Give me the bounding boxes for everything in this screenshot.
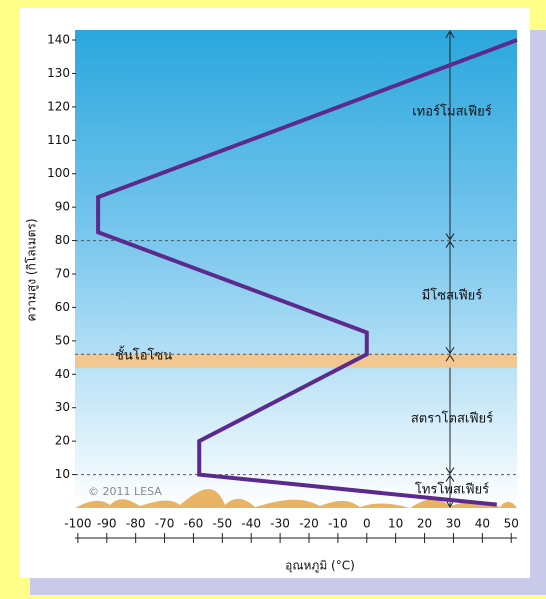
x-tick-label: -30 xyxy=(270,517,290,531)
x-tick-label: 40 xyxy=(475,517,490,531)
y-tick-label: 50 xyxy=(55,333,70,347)
chart: อุณหภูมิ (°C) ความสูง (กิโลเมตร) ชั้นโอโ… xyxy=(0,0,546,595)
x-tick-label: 20 xyxy=(417,517,432,531)
page: อุณหภูมิ (°C) ความสูง (กิโลเมตร) ชั้นโอโ… xyxy=(0,0,546,595)
x-tick-label: -80 xyxy=(126,517,146,531)
credit: © 2011 LESA xyxy=(88,485,162,498)
x-tick-label: -60 xyxy=(184,517,204,531)
x-tick-label: -40 xyxy=(241,517,261,531)
x-tick-label: -70 xyxy=(155,517,175,531)
y-tick-label: 70 xyxy=(55,267,70,281)
x-tick-label: -50 xyxy=(213,517,233,531)
y-tick-label: 120 xyxy=(47,99,70,113)
y-tick-label: 80 xyxy=(55,233,70,247)
x-tick-label: 30 xyxy=(446,517,461,531)
y-tick-label: 130 xyxy=(47,66,70,80)
y-tick-label: 40 xyxy=(55,367,70,381)
y-tick-label: 90 xyxy=(55,200,70,214)
x-tick-label: 50 xyxy=(504,517,519,531)
plot-background xyxy=(75,30,517,508)
y-tick-label: 10 xyxy=(55,467,70,481)
y-tick-label: 20 xyxy=(55,434,70,448)
y-tick-label: 140 xyxy=(47,33,70,47)
layer-label: สตราโตสเฟียร์ xyxy=(411,411,493,427)
x-tick-label: -20 xyxy=(299,517,319,531)
layer-label: มีโซสเฟียร์ xyxy=(422,288,483,304)
y-tick-label: 60 xyxy=(55,300,70,314)
x-tick-label: -10 xyxy=(328,517,348,531)
y-tick-label: 100 xyxy=(47,166,70,180)
x-tick-label: -90 xyxy=(97,517,117,531)
x-tick-label: -100 xyxy=(64,517,91,531)
layer-label: เทอร์โมสเฟียร์ xyxy=(412,104,492,120)
x-tick-label: 0 xyxy=(363,517,371,531)
y-axis-title: ความสูง (กิโลเมตร) xyxy=(25,218,40,321)
x-axis-title: อุณหภูมิ (°C) xyxy=(285,559,355,574)
y-tick-label: 110 xyxy=(47,133,70,147)
y-tick-label: 30 xyxy=(55,400,70,414)
layer-label: โทรโพสเฟียร์ xyxy=(415,482,489,498)
x-tick-label: 10 xyxy=(388,517,403,531)
